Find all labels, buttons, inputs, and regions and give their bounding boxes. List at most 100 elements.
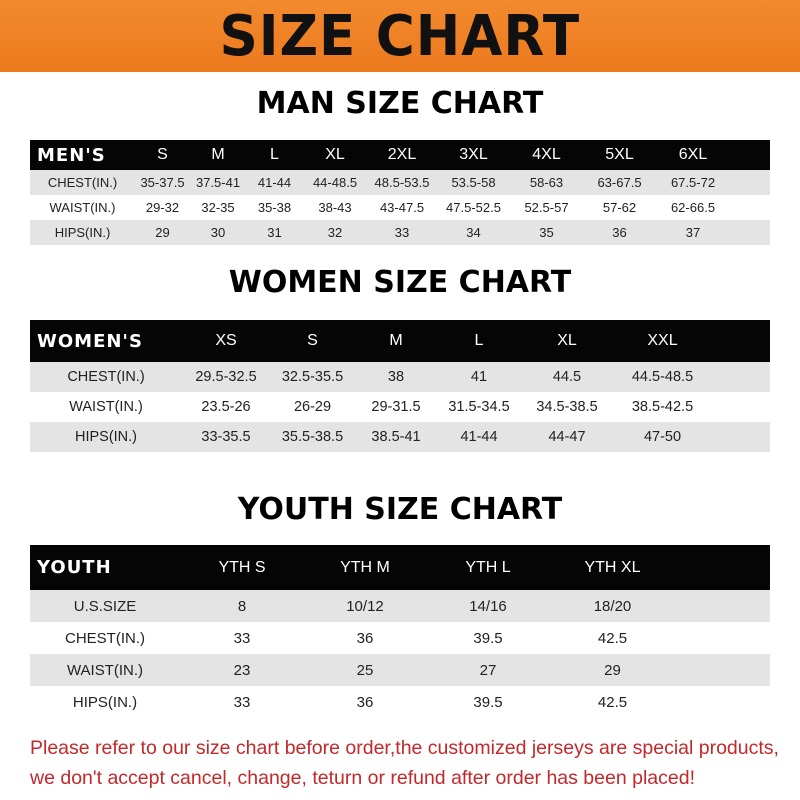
row-label: CHEST(IN.) xyxy=(30,170,135,195)
measurement-cell: 29-31.5 xyxy=(371,399,421,415)
measurement-cell: 10/12 xyxy=(304,590,426,622)
measurement-cell: 48.5-53.5 xyxy=(367,170,437,195)
row-label: WAIST(IN.) xyxy=(69,399,143,415)
size-header: L xyxy=(437,320,521,362)
row-padding xyxy=(675,590,770,622)
measurement-cell: 37.5-41 xyxy=(190,170,246,195)
row-padding xyxy=(730,170,770,195)
measurement-cell: 63-67.5 xyxy=(583,170,656,195)
measurement-cell: 30 xyxy=(190,220,246,245)
youth-size-table: YOUTH YTH S YTH M YTH L YTH XL U.S.SIZE 8 10/12… xyxy=(30,545,770,718)
measurement-cell: 29 xyxy=(135,220,190,245)
measurement-cell: 47-50 xyxy=(613,422,712,452)
measurement-cell: 32 xyxy=(303,220,367,245)
measurement-cell: 38.5-42.5 xyxy=(631,399,694,415)
table-header-label: YOUTH xyxy=(30,545,180,590)
measurement-cell: 41 xyxy=(437,362,521,392)
women-size-table: WOMEN'S XS S M L XL XXL CHEST(IN.) 29.5-32.5 32.5… xyxy=(30,320,770,452)
disclaimer-line-1: Please refer to our size chart before or… xyxy=(30,737,779,759)
table-row: WAIST(IN.) 23.5-26 26-29 29-31.5 31.5-34.5 34… xyxy=(30,392,770,422)
measurement-cell: 31 xyxy=(246,220,303,245)
row-label: HIPS(IN.) xyxy=(72,693,138,711)
measurement-cell: 39.5 xyxy=(473,629,503,647)
row-padding xyxy=(675,686,770,718)
header-padding xyxy=(712,320,770,362)
men-section-title: MAN SIZE CHART xyxy=(256,86,544,121)
measurement-cell: 31.5-34.5 xyxy=(448,399,510,415)
row-padding xyxy=(712,362,770,392)
row-label: U.S.SIZE xyxy=(30,590,180,622)
women-section-title: WOMEN SIZE CHART xyxy=(228,265,572,300)
size-header: YTH L xyxy=(426,545,550,590)
measurement-cell: 36 xyxy=(583,220,656,245)
row-label: WAIST(IN.) xyxy=(30,654,180,686)
measurement-cell: 57-62 xyxy=(602,200,637,215)
size-header: XS xyxy=(182,320,270,362)
header-padding xyxy=(675,545,770,590)
measurement-cell: 67.5-72 xyxy=(656,170,730,195)
size-header: 6XL xyxy=(656,140,730,170)
size-header: 4XL xyxy=(510,140,583,170)
measurement-cell: 34 xyxy=(437,220,510,245)
size-header: 2XL xyxy=(367,140,437,170)
measurement-cell: 44.5-48.5 xyxy=(613,362,712,392)
measurement-cell: 35.5-38.5 xyxy=(270,422,355,452)
measurement-cell: 38.5-41 xyxy=(355,422,437,452)
measurement-cell: 18/20 xyxy=(550,590,675,622)
row-label: WAIST(IN.) xyxy=(49,200,116,215)
measurement-cell: 33 xyxy=(367,220,437,245)
row-label: CHEST(IN.) xyxy=(30,362,182,392)
measurement-cell: 27 xyxy=(426,654,550,686)
page-title: SIZE CHART xyxy=(219,3,581,69)
size-header: S xyxy=(135,140,190,170)
row-padding xyxy=(730,220,770,245)
disclaimer-line-2: we don't accept cancel, change, teturn o… xyxy=(30,767,695,789)
size-header: YTH S xyxy=(180,545,304,590)
size-header: XL xyxy=(303,140,367,170)
measurement-cell: 36 xyxy=(356,693,374,711)
measurement-cell: 25 xyxy=(304,654,426,686)
measurement-cell: 33 xyxy=(233,693,251,711)
measurement-cell: 44-47 xyxy=(521,422,613,452)
disclaimer: Please refer to our size chart before or… xyxy=(30,733,790,793)
table-header-label: WOMEN'S xyxy=(30,320,182,362)
row-padding xyxy=(730,195,770,220)
row-padding xyxy=(712,422,770,452)
measurement-cell: 52.5-57 xyxy=(524,200,569,215)
measurement-cell: 33-35.5 xyxy=(182,422,270,452)
row-padding xyxy=(712,392,770,422)
row-padding xyxy=(675,622,770,654)
measurement-cell: 37 xyxy=(656,220,730,245)
table-row: CHEST(IN.) 33 36 39.5 42.5 xyxy=(30,622,770,654)
measurement-cell: 35 xyxy=(510,220,583,245)
measurement-cell: 34.5-38.5 xyxy=(536,399,598,415)
measurement-cell: 44.5 xyxy=(521,362,613,392)
measurement-cell: 29 xyxy=(550,654,675,686)
row-padding xyxy=(675,654,770,686)
size-header: 5XL xyxy=(583,140,656,170)
measurement-cell: 32-35 xyxy=(201,200,235,215)
size-header: M xyxy=(355,320,437,362)
title-banner: SIZE CHART xyxy=(0,0,800,72)
measurement-cell: 42.5 xyxy=(597,629,628,647)
size-header: L xyxy=(246,140,303,170)
size-header: 3XL xyxy=(437,140,510,170)
table-row: HIPS(IN.) 33-35.5 35.5-38.5 38.5-41 41-44 44-… xyxy=(30,422,770,452)
measurement-cell: 32.5-35.5 xyxy=(270,362,355,392)
size-header: XXL xyxy=(613,320,712,362)
row-label: CHEST(IN.) xyxy=(65,629,145,647)
measurement-cell: 14/16 xyxy=(426,590,550,622)
measurement-cell: 35-38 xyxy=(257,200,292,215)
table-row: CHEST(IN.) 29.5-32.5 32.5-35.5 38 41 44.5 44.5… xyxy=(30,362,770,392)
measurement-cell: 35-37.5 xyxy=(135,170,190,195)
size-header: S xyxy=(270,320,355,362)
youth-section-title: YOUTH SIZE CHART xyxy=(237,492,563,527)
measurement-cell: 23 xyxy=(180,654,304,686)
men-size-table: MEN'S S M L XL 2XL 3XL 4XL 5XL 6XL CHEST(IN.) 35-37… xyxy=(30,140,770,245)
size-header: YTH M xyxy=(304,545,426,590)
measurement-cell: 38-43 xyxy=(318,200,352,215)
row-label: HIPS(IN.) xyxy=(30,220,135,245)
measurement-cell: 23.5-26 xyxy=(201,399,251,415)
measurement-cell: 29-32 xyxy=(145,200,180,215)
measurement-cell: 41-44 xyxy=(437,422,521,452)
